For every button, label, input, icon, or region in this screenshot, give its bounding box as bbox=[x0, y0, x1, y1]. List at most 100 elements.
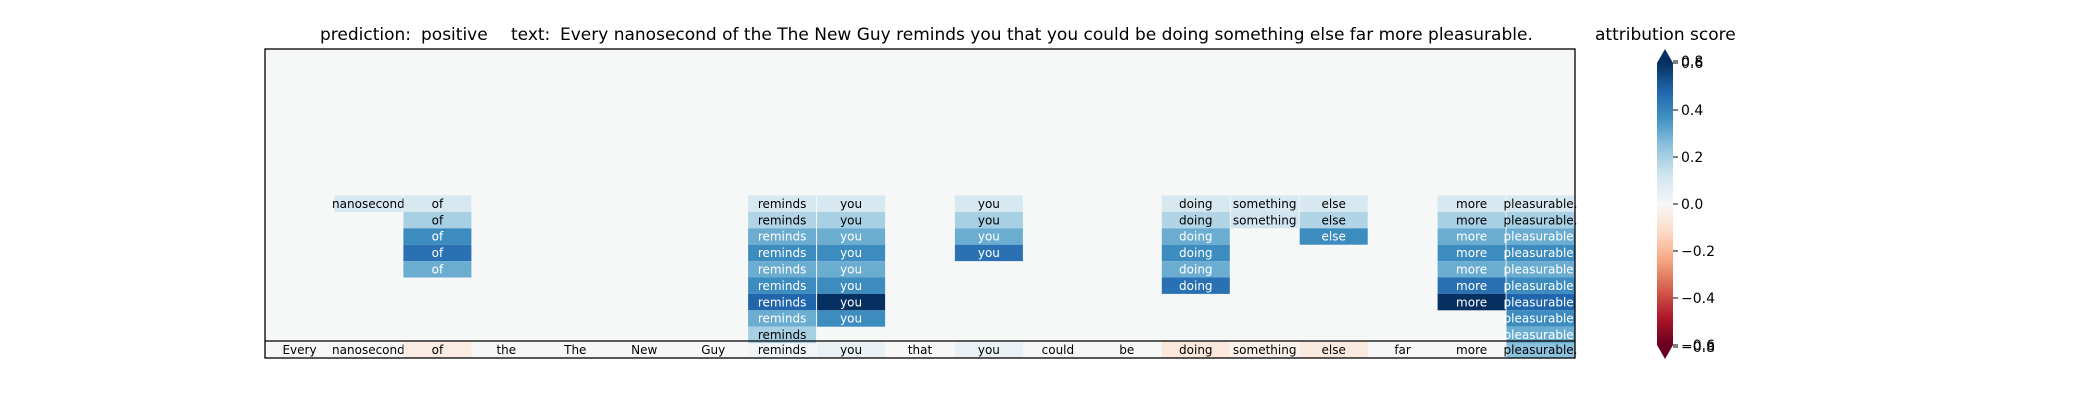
colorbar-tick-label: 0.2 bbox=[1681, 150, 1703, 166]
base-cell-4 bbox=[541, 341, 610, 358]
base-token-label: far bbox=[1394, 343, 1411, 357]
stack-cell-2-2 bbox=[748, 228, 817, 245]
stack-cell-7-1 bbox=[1299, 211, 1368, 229]
stack-cell-8-4 bbox=[1437, 261, 1506, 278]
stack-cell-5-5 bbox=[1161, 277, 1230, 294]
input-text: Every nanosecond of the The New Guy remi… bbox=[560, 25, 1533, 45]
base-token-label: Guy bbox=[701, 343, 725, 357]
stack-token-label: you bbox=[978, 213, 1000, 227]
stack-cell-4-0 bbox=[954, 195, 1023, 212]
colorbar-tick-label: 0.6 bbox=[1681, 56, 1703, 72]
stack-cell-9-3 bbox=[1506, 244, 1575, 262]
stack-cell-5-4 bbox=[1161, 261, 1230, 278]
base-cell-7 bbox=[748, 341, 817, 358]
stack-token-label: else bbox=[1322, 213, 1346, 227]
stack-cell-8-2 bbox=[1437, 228, 1506, 245]
stack-token-label: else bbox=[1322, 230, 1346, 244]
stack-cell-8-0 bbox=[1437, 195, 1506, 212]
prediction-value: positive bbox=[421, 25, 488, 45]
stack-token-label: pleasurable. bbox=[1504, 295, 1578, 309]
base-cell-0 bbox=[265, 341, 334, 358]
base-token-label: you bbox=[978, 343, 1000, 357]
prediction-label: prediction: bbox=[320, 25, 411, 45]
stack-token-label: more bbox=[1456, 295, 1487, 309]
stack-token-label: pleasurable. bbox=[1504, 213, 1578, 227]
base-cell-9 bbox=[886, 341, 954, 358]
colorbar: 0.80.6 0.4 0.2 0.0 −0.2 −0.4 −0.6−0.8 bbox=[1657, 49, 1715, 359]
base-token-label: of bbox=[432, 343, 444, 357]
stack-token-label: more bbox=[1456, 213, 1487, 227]
stack-cell-3-1 bbox=[817, 211, 886, 229]
base-token-label: be bbox=[1119, 343, 1134, 357]
stack-cell-2-8 bbox=[748, 326, 817, 344]
stack-token-label: pleasurable. bbox=[1504, 230, 1578, 244]
stack-token-label: doing bbox=[1179, 279, 1213, 293]
base-token-label: something bbox=[1233, 343, 1297, 357]
stack-cell-9-2 bbox=[1506, 228, 1575, 245]
stack-cell-4-1 bbox=[954, 211, 1023, 229]
base-token-label: pleasurable. bbox=[1504, 343, 1578, 357]
base-cell-13 bbox=[1161, 341, 1230, 358]
base-cell-16 bbox=[1368, 341, 1437, 358]
stack-cell-1-2 bbox=[403, 228, 472, 245]
stack-cell-2-1 bbox=[748, 211, 817, 229]
stack-token-label: reminds bbox=[758, 312, 807, 326]
stack-token-label: reminds bbox=[758, 263, 807, 277]
base-cell-12 bbox=[1092, 341, 1161, 358]
colorbar-tick-label: 0.0 bbox=[1681, 197, 1703, 213]
stack-token-label: you bbox=[840, 312, 862, 326]
stack-token-label: pleasurable. bbox=[1504, 279, 1578, 293]
stack-token-label: you bbox=[840, 263, 862, 277]
stack-token-label: reminds bbox=[758, 197, 807, 211]
stack-token-label: pleasurable. bbox=[1504, 197, 1578, 211]
base-token-label: more bbox=[1456, 343, 1487, 357]
stack-cell-3-2 bbox=[817, 228, 886, 245]
stack-cell-2-0 bbox=[748, 195, 817, 212]
base-token-label: The bbox=[563, 343, 586, 357]
stack-cell-6-1 bbox=[1230, 211, 1299, 229]
colorbar-tick-label: −0.4 bbox=[1681, 291, 1715, 307]
stack-token-label: more bbox=[1456, 230, 1487, 244]
base-cell-10 bbox=[954, 341, 1023, 358]
stack-cell-3-7 bbox=[817, 310, 886, 327]
stack-token-label: more bbox=[1456, 279, 1487, 293]
stack-token-label: more bbox=[1456, 197, 1487, 211]
stack-token-label: more bbox=[1456, 263, 1487, 277]
stack-token-label: reminds bbox=[758, 279, 807, 293]
base-token-label: else bbox=[1322, 343, 1346, 357]
stack-cell-1-1 bbox=[403, 211, 472, 229]
stack-cell-3-0 bbox=[817, 195, 886, 212]
stack-cell-9-6 bbox=[1506, 293, 1575, 311]
stack-cell-1-0 bbox=[403, 195, 472, 212]
colorbar-title: attribution score bbox=[1595, 25, 1736, 45]
base-cell-1 bbox=[334, 341, 403, 358]
base-token-label: could bbox=[1042, 343, 1075, 357]
stack-cell-8-6 bbox=[1437, 293, 1506, 311]
stack-cell-5-2 bbox=[1161, 228, 1230, 245]
stack-token-label: reminds bbox=[758, 213, 807, 227]
stack-token-label: of bbox=[432, 263, 444, 277]
stack-token-label: pleasurable. bbox=[1504, 312, 1578, 326]
stack-token-label: more bbox=[1456, 246, 1487, 260]
stack-cell-9-4 bbox=[1506, 261, 1575, 278]
stack-token-label: something bbox=[1233, 213, 1297, 227]
stack-cell-3-4 bbox=[817, 261, 886, 278]
stack-cell-5-1 bbox=[1161, 211, 1230, 229]
stack-token-label: reminds bbox=[758, 295, 807, 309]
base-token-label: nanosecond bbox=[332, 343, 405, 357]
base-cell-11 bbox=[1023, 341, 1092, 358]
stack-cell-4-3 bbox=[954, 244, 1023, 262]
base-cell-14 bbox=[1230, 341, 1299, 358]
stack-token-label: pleasurable. bbox=[1504, 328, 1578, 342]
stack-cell-3-3 bbox=[817, 244, 886, 262]
stack-token-label: something bbox=[1233, 197, 1297, 211]
stack-cell-8-5 bbox=[1437, 277, 1506, 294]
stack-token-label: you bbox=[978, 246, 1000, 260]
stack-cell-3-6 bbox=[817, 293, 886, 311]
base-cell-15 bbox=[1299, 341, 1368, 358]
stack-cell-9-5 bbox=[1506, 277, 1575, 294]
colorbar-tick-label: −0.8 bbox=[1681, 340, 1715, 356]
colorbar-gradient bbox=[1657, 63, 1673, 345]
colorbar-tick-label: 0.8 bbox=[1681, 54, 1703, 70]
